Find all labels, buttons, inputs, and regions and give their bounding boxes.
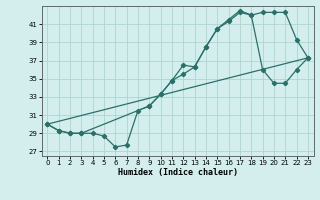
X-axis label: Humidex (Indice chaleur): Humidex (Indice chaleur) <box>118 168 237 177</box>
